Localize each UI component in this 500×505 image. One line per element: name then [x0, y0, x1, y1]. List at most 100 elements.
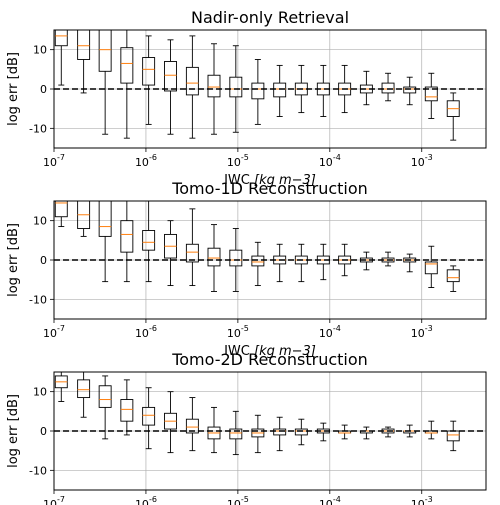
x-tick-label: 10-6 [135, 324, 157, 340]
x-tick-label: 10-7 [43, 495, 65, 505]
box-plot [98, 200, 112, 283]
iqr-box [185, 418, 199, 434]
box-plot [164, 39, 177, 135]
x-tick-label: 10-4 [319, 153, 341, 169]
iqr-box [403, 86, 417, 94]
iqr-box [185, 66, 199, 96]
box-plot [251, 241, 265, 287]
box-plot [359, 426, 373, 440]
y-axis-label: log err [dB] [6, 223, 21, 297]
y-tick-label: -10 [29, 293, 47, 306]
box-plot [185, 35, 199, 139]
box-plot [446, 92, 460, 141]
iqr-box [77, 379, 91, 399]
iqr-box [229, 249, 243, 267]
box-plot [142, 201, 156, 283]
iqr-box [98, 385, 112, 408]
panel-3: 10-7 10-6 10-5 10-4 10-3 -10 0 10 Tomo-2D Recons… [6, 350, 487, 505]
x-tick-label: 10-7 [43, 324, 65, 340]
panel-1: 10-7 10-6 10-5 10-4 10-3 -10 0 10 Nadir-only Ret… [6, 8, 487, 188]
iqr-box [142, 57, 156, 86]
box-plot [359, 70, 373, 106]
box-plot [251, 59, 265, 125]
x-tick-label: 10-3 [411, 153, 433, 169]
panel-title: Tomo-2D Reconstruction [171, 350, 368, 369]
x-tick-label: 10-5 [227, 495, 249, 505]
box-plot [446, 265, 460, 292]
box-plot [316, 64, 330, 117]
y-tick-label: 10 [33, 215, 47, 228]
box-plot [273, 243, 287, 283]
iqr-box [446, 430, 460, 442]
box-plot [359, 251, 373, 271]
iqr-box [229, 428, 243, 440]
x-tick-label: 10-3 [411, 495, 433, 505]
iqr-box [142, 406, 156, 426]
box-plot [403, 76, 417, 106]
box-plot [403, 253, 417, 273]
box-plot [98, 375, 112, 440]
box-plot [185, 397, 199, 452]
y-tick-label: 0 [40, 83, 47, 96]
axes-frame [53, 371, 487, 491]
iqr-box [424, 261, 438, 275]
iqr-box [164, 61, 177, 92]
x-tick-label: 10-4 [319, 495, 341, 505]
iqr-box [446, 269, 460, 283]
box-plot [54, 200, 68, 228]
box-plot [77, 200, 91, 237]
box-plot [251, 414, 265, 454]
box-plot [54, 372, 68, 402]
y-tick-label: 0 [40, 425, 47, 438]
box-plot [294, 243, 308, 283]
y-tick-label: 10 [33, 386, 47, 399]
y-tick-label: 10 [33, 44, 47, 57]
axes-frame [53, 29, 487, 149]
box-plot [164, 220, 177, 287]
box-plot [54, 29, 68, 86]
box-plot [273, 64, 287, 117]
iqr-box [207, 74, 221, 98]
axes-frame [53, 200, 487, 320]
iqr-box [294, 428, 308, 436]
box-plot [381, 72, 395, 102]
iqr-box [273, 82, 287, 98]
box-plot [294, 418, 308, 446]
iqr-box [424, 86, 438, 102]
box-plot [424, 245, 438, 288]
box-plot [424, 72, 438, 119]
iqr-box [273, 428, 287, 436]
iqr-box [251, 82, 265, 100]
y-tick-label: 0 [40, 254, 47, 267]
iqr-box [185, 243, 199, 263]
box-plot [338, 424, 352, 440]
x-tick-label: 10-3 [411, 324, 433, 340]
y-tick-label: -10 [29, 464, 47, 477]
box-plot [120, 30, 134, 139]
box-plot [207, 43, 221, 135]
iqr-box [54, 29, 68, 47]
x-tick-label: 10-6 [135, 153, 157, 169]
iqr-box [77, 29, 91, 60]
box-plot [424, 420, 438, 440]
x-axis-label: IWC [kg m−3] [224, 344, 316, 359]
panel-title: Tomo-1D Reconstruction [171, 179, 368, 198]
iqr-box [120, 399, 134, 422]
box-plot [77, 371, 91, 418]
box-plot [142, 387, 156, 450]
box-plot [98, 29, 112, 135]
x-tick-label: 10-4 [319, 324, 341, 340]
box-plot [120, 379, 134, 436]
panel-2: 10-7 10-6 10-5 10-4 10-3 -10 0 10 Tomo-1D Recons… [6, 179, 487, 359]
y-axis-label: log err [dB] [6, 394, 21, 468]
iqr-box [251, 255, 265, 267]
iqr-box [142, 230, 156, 251]
iqr-box [120, 47, 134, 84]
box-plot [207, 224, 221, 292]
box-plot [164, 391, 177, 454]
box-plot [273, 416, 287, 452]
box-plot [120, 201, 134, 283]
x-tick-label: 10-5 [227, 324, 249, 340]
iqr-box [381, 82, 395, 94]
